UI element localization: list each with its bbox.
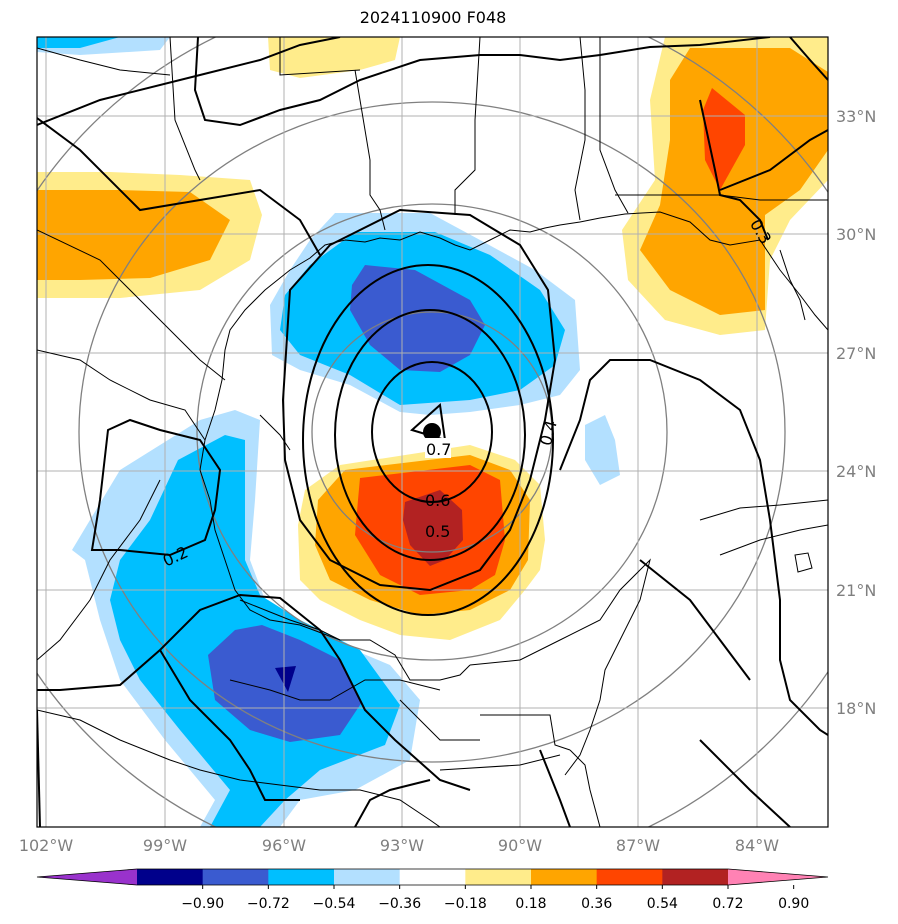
lon-label: 96°W	[262, 836, 306, 855]
colorbar-swatch	[596, 869, 663, 885]
colorbar-tick-label: 0.36	[581, 896, 612, 912]
colorbar-tick-label: −0.18	[444, 896, 487, 912]
colorbar-tick-label: −0.54	[313, 896, 356, 912]
map-title: 2024110900 F048	[359, 8, 507, 27]
map-frame	[36, 36, 829, 828]
storm-center-marker	[410, 403, 447, 442]
contour-label-07: 0.7	[426, 440, 451, 459]
colorbar-tick-label: −0.36	[378, 896, 421, 912]
contour-label-05: 0.5	[425, 522, 450, 541]
colorbar-tick-label: −0.72	[247, 896, 290, 912]
colorbar-tick-label: 0.72	[712, 896, 743, 912]
colorbar-swatch	[531, 869, 598, 885]
colorbar-swatch	[399, 869, 466, 885]
colorbar-tick-label: 0.90	[778, 896, 809, 912]
colorbar-outline	[36, 868, 829, 886]
lat-label: 18°N	[836, 699, 876, 718]
lat-label: 21°N	[836, 581, 876, 600]
lon-labels: 102°W 99°W 96°W 93°W 90°W 87°W 84°W	[19, 836, 779, 855]
lat-label: 27°N	[836, 344, 876, 363]
lon-label: 87°W	[616, 836, 660, 855]
colorbar-swatch	[137, 869, 204, 885]
colorbar: −0.90 −0.72 −0.54 −0.36 −0.18 0.18 0.36 0.54 0.7…	[36, 868, 829, 912]
contour-label-04: 0.4	[536, 418, 561, 448]
shading-layer	[37, 37, 828, 827]
lat-label: 30°N	[836, 225, 876, 244]
colorbar-tick-label: −0.90	[181, 896, 224, 912]
colorbar-extend-high	[728, 869, 828, 885]
lat-labels: 33°N 30°N 27°N 24°N 21°N 18°N	[836, 107, 876, 718]
lat-label: 24°N	[836, 462, 876, 481]
lon-label: 93°W	[380, 836, 424, 855]
colorbar-tick-label: 0.54	[647, 896, 678, 912]
lon-label: 102°W	[19, 836, 74, 855]
contours	[37, 37, 828, 827]
lat-label: 33°N	[836, 107, 876, 126]
range-rings	[37, 37, 828, 827]
lon-label: 84°W	[735, 836, 779, 855]
lon-label: 90°W	[498, 836, 542, 855]
colorbar-swatch	[465, 869, 532, 885]
colorbar-extend-low	[37, 869, 137, 885]
coastlines	[37, 37, 828, 827]
colorbar-swatch	[268, 869, 335, 885]
lon-label: 99°W	[143, 836, 187, 855]
colorbar-tick-label: 0.18	[515, 896, 546, 912]
contour-label-06: 0.6	[425, 491, 450, 510]
colorbar-swatch	[202, 869, 269, 885]
colorbar-swatch	[662, 869, 729, 885]
colorbar-swatch	[334, 869, 401, 885]
